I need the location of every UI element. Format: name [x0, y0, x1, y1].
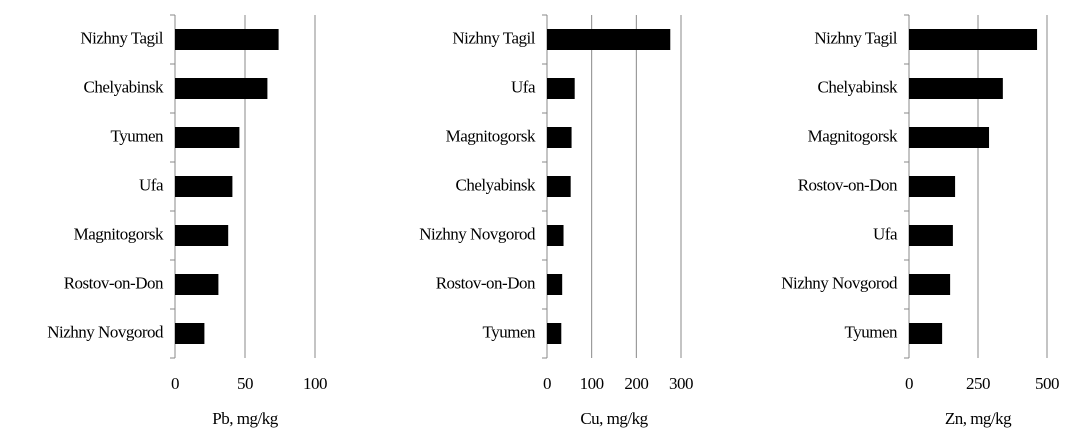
x-tick-label: 0	[171, 374, 179, 393]
y-tick-label: Rostov-on-Don	[798, 175, 898, 194]
x-tick-label: 50	[237, 374, 253, 393]
bar	[909, 29, 1038, 50]
bar	[175, 78, 268, 99]
bar	[175, 29, 279, 50]
y-tick-label: Nizhny Tagil	[814, 28, 897, 47]
x-tick-label: 200	[624, 374, 648, 393]
y-tick-label: Magnitogorsk	[808, 126, 898, 145]
y-tick-label: Ufa	[873, 224, 898, 243]
bar	[909, 274, 951, 295]
x-tick-label: 0	[905, 374, 913, 393]
y-tick-label: Nizhny Novgorod	[419, 224, 536, 243]
x-tick-label: 250	[966, 374, 990, 393]
x-axis-title: Zn, mg/kg	[945, 409, 1012, 428]
y-tick-label: Rostov-on-Don	[64, 273, 164, 292]
x-tick-label: 0	[543, 374, 551, 393]
x-tick-label: 100	[580, 374, 604, 393]
bar	[909, 176, 956, 197]
y-tick-label: Nizhny Novgorod	[47, 322, 164, 341]
bar	[175, 127, 240, 148]
y-tick-label: Ufa	[139, 175, 164, 194]
y-tick-label: Rostov-on-Don	[436, 273, 536, 292]
y-tick-label: Nizhny Tagil	[80, 28, 163, 47]
bar	[909, 323, 943, 344]
bar	[175, 323, 205, 344]
bar	[909, 127, 990, 148]
y-tick-label: Nizhny Tagil	[452, 28, 535, 47]
bar	[547, 29, 671, 50]
bar	[547, 323, 562, 344]
y-tick-label: Tyumen	[483, 322, 536, 341]
bar	[175, 274, 219, 295]
y-tick-label: Chelyabinsk	[818, 77, 898, 96]
y-tick-label: Tyumen	[111, 126, 164, 145]
bar	[547, 78, 575, 99]
bar	[547, 225, 564, 246]
bar	[547, 274, 563, 295]
x-tick-label: 100	[303, 374, 327, 393]
bar	[909, 225, 953, 246]
bar	[547, 176, 571, 197]
x-tick-label: 500	[1035, 374, 1059, 393]
y-tick-label: Chelyabinsk	[84, 77, 164, 96]
x-axis-title: Pb, mg/kg	[212, 409, 278, 428]
y-tick-label: Ufa	[511, 77, 536, 96]
bar	[909, 78, 1003, 99]
x-tick-label: 300	[669, 374, 693, 393]
y-tick-label: Magnitogorsk	[74, 224, 164, 243]
y-tick-label: Chelyabinsk	[456, 175, 536, 194]
y-tick-label: Magnitogorsk	[446, 126, 536, 145]
y-tick-label: Nizhny Novgorod	[781, 273, 898, 292]
bar	[175, 225, 229, 246]
bar	[547, 127, 572, 148]
x-axis-title: Cu, mg/kg	[580, 409, 648, 428]
y-tick-label: Tyumen	[845, 322, 898, 341]
bar	[175, 176, 233, 197]
